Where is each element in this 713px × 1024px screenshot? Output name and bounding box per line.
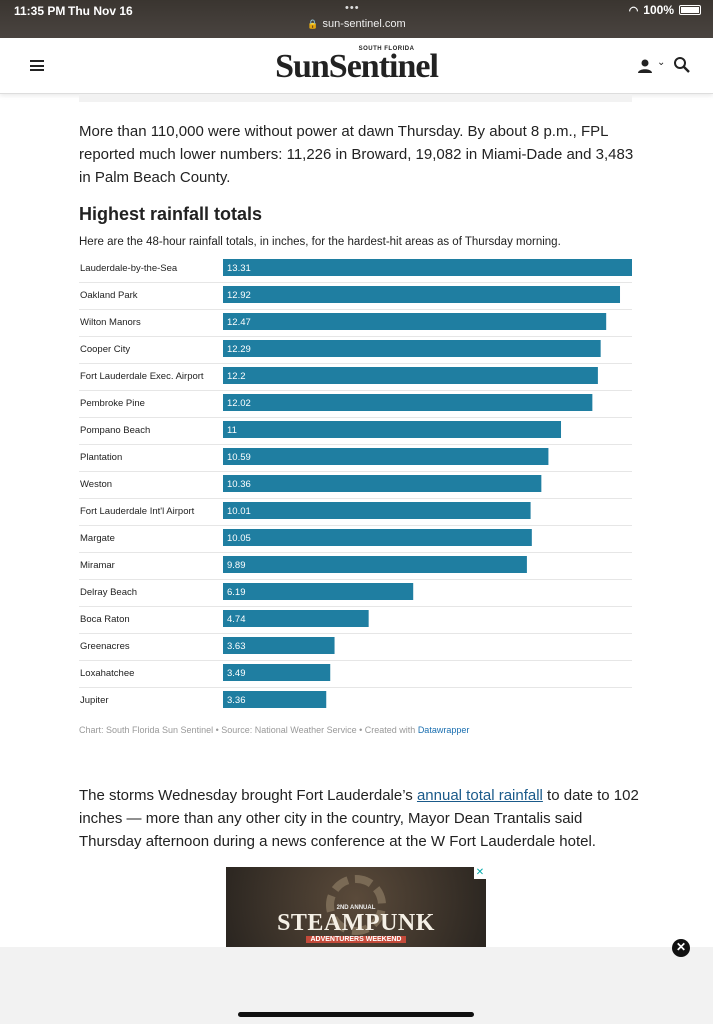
category-label: Pompano Beach [80, 425, 150, 436]
rainfall-bar [223, 691, 327, 708]
gear-icon [326, 875, 386, 935]
rainfall-bar [223, 448, 549, 465]
category-label: Jupiter [80, 695, 109, 706]
value-label: 10.36 [227, 479, 251, 490]
category-label: Fort Lauderdale Exec. Airport [80, 371, 204, 382]
rainfall-bar [223, 259, 632, 276]
value-label: 12.92 [227, 290, 251, 301]
rainfall-bar [223, 529, 532, 546]
category-label: Pembroke Pine [80, 398, 145, 409]
category-label: Oakland Park [80, 290, 138, 301]
rainfall-bar [223, 286, 621, 303]
site-logo[interactable]: SOUTH FLORIDA SunSentinel [0, 46, 713, 85]
rainfall-bar [223, 637, 335, 654]
rainfall-bar [223, 313, 607, 330]
rainfall-bar [223, 610, 369, 627]
sticky-ad-bar [0, 947, 713, 1024]
value-label: 3.49 [227, 668, 246, 679]
chart-footer-text: Chart: South Florida Sun Sentinel • Sour… [79, 725, 418, 735]
value-label: 10.05 [227, 533, 251, 544]
advertisement-banner[interactable]: 2ND ANNUAL STEAMPUNK ADVENTURERS WEEKEND… [226, 867, 486, 947]
para2-before: The storms Wednesday brought Fort Lauder… [79, 787, 417, 804]
category-label: Boca Raton [80, 614, 130, 625]
more-dots-icon[interactable]: ••• [345, 2, 360, 14]
status-bar: 11:35 PM Thu Nov 16 ••• 🔒 sun-sentinel.co… [0, 0, 713, 38]
category-label: Wilton Manors [80, 317, 141, 328]
home-indicator [238, 1012, 474, 1017]
value-label: 12.47 [227, 317, 251, 328]
status-time: 11:35 PM [14, 4, 66, 18]
category-label: Weston [80, 479, 112, 490]
value-label: 12.29 [227, 344, 251, 355]
chart-footer: Chart: South Florida Sun Sentinel • Sour… [79, 725, 469, 735]
value-label: 13.31 [227, 263, 251, 274]
value-label: 12.02 [227, 398, 251, 409]
annual-rainfall-link[interactable]: annual total rainfall [416, 787, 543, 804]
category-label: Loxahatchee [80, 668, 134, 679]
ad-placeholder-bar [79, 94, 632, 102]
value-label: 4.74 [227, 614, 246, 625]
category-label: Lauderdale-by-the-Sea [80, 263, 178, 274]
value-label: 6.19 [227, 587, 246, 598]
category-label: Cooper City [80, 344, 130, 355]
ad-line1: 2ND ANNUAL [336, 905, 376, 911]
search-icon[interactable] [673, 56, 691, 74]
rainfall-bar [223, 421, 562, 438]
site-header: SOUTH FLORIDA SunSentinel ⌄ [0, 38, 713, 94]
category-label: Margate [80, 533, 115, 544]
rainfall-bar [223, 394, 593, 411]
rainfall-bar [223, 583, 414, 600]
wifi-icon: ◠ [628, 4, 639, 17]
category-label: Delray Beach [80, 587, 137, 598]
chart-title: Highest rainfall totals [79, 204, 263, 224]
rainfall-bar [223, 367, 598, 384]
category-label: Plantation [80, 452, 122, 463]
logo-tagline: SOUTH FLORIDA [358, 46, 415, 52]
rainfall-bar-chart: Lauderdale-by-the-Sea 13.31 Oakland Park 12… [79, 259, 632, 708]
url-text: sun-sentinel.com [322, 18, 406, 30]
rainfall-bar [223, 340, 601, 357]
chevron-down-icon[interactable]: ⌄ [657, 57, 666, 68]
user-icon[interactable] [637, 58, 653, 74]
hamburger-menu-icon[interactable] [30, 60, 44, 71]
value-label: 10.01 [227, 506, 251, 517]
article-paragraph-2: The storms Wednesday brought Fort Lauder… [79, 784, 639, 853]
value-label: 12.2 [227, 371, 246, 382]
para2-after: to date to 102 inches — more than any ot… [79, 787, 639, 850]
value-label: 11 [227, 425, 237, 436]
value-label: 10.59 [227, 452, 251, 463]
ad-title: STEAMPUNK [277, 910, 435, 936]
battery-icon [679, 5, 701, 15]
value-label: 9.89 [227, 560, 246, 571]
logo-wordmark: SunSentinel [275, 48, 439, 85]
article-paragraph: More than 110,000 were without power at … [79, 123, 634, 186]
rainfall-bar [223, 556, 527, 573]
value-label: 3.63 [227, 641, 246, 652]
status-right: ◠ 100% [629, 3, 701, 17]
lock-icon: 🔒 [307, 19, 319, 29]
rainfall-bar [223, 502, 531, 519]
value-label: 3.36 [227, 695, 246, 706]
chart-subtitle: Here are the 48-hour rainfall totals, in… [79, 236, 561, 248]
battery-percent: 100% [643, 3, 674, 17]
address-bar[interactable]: 🔒 sun-sentinel.com [0, 18, 713, 30]
category-label: Fort Lauderdale Int'l Airport [80, 506, 195, 517]
ad-choices-close-icon[interactable]: ✕ [474, 867, 486, 879]
close-icon[interactable]: ✕ [672, 939, 690, 957]
category-label: Miramar [80, 560, 115, 571]
rainfall-bar [223, 475, 542, 492]
ad-line2: ADVENTURERS WEEKEND [306, 936, 406, 943]
rainfall-bar [223, 664, 331, 681]
category-label: Greenacres [80, 641, 130, 652]
status-date: Thu Nov 16 [68, 4, 133, 18]
datawrapper-link[interactable]: Datawrapper [417, 725, 470, 735]
